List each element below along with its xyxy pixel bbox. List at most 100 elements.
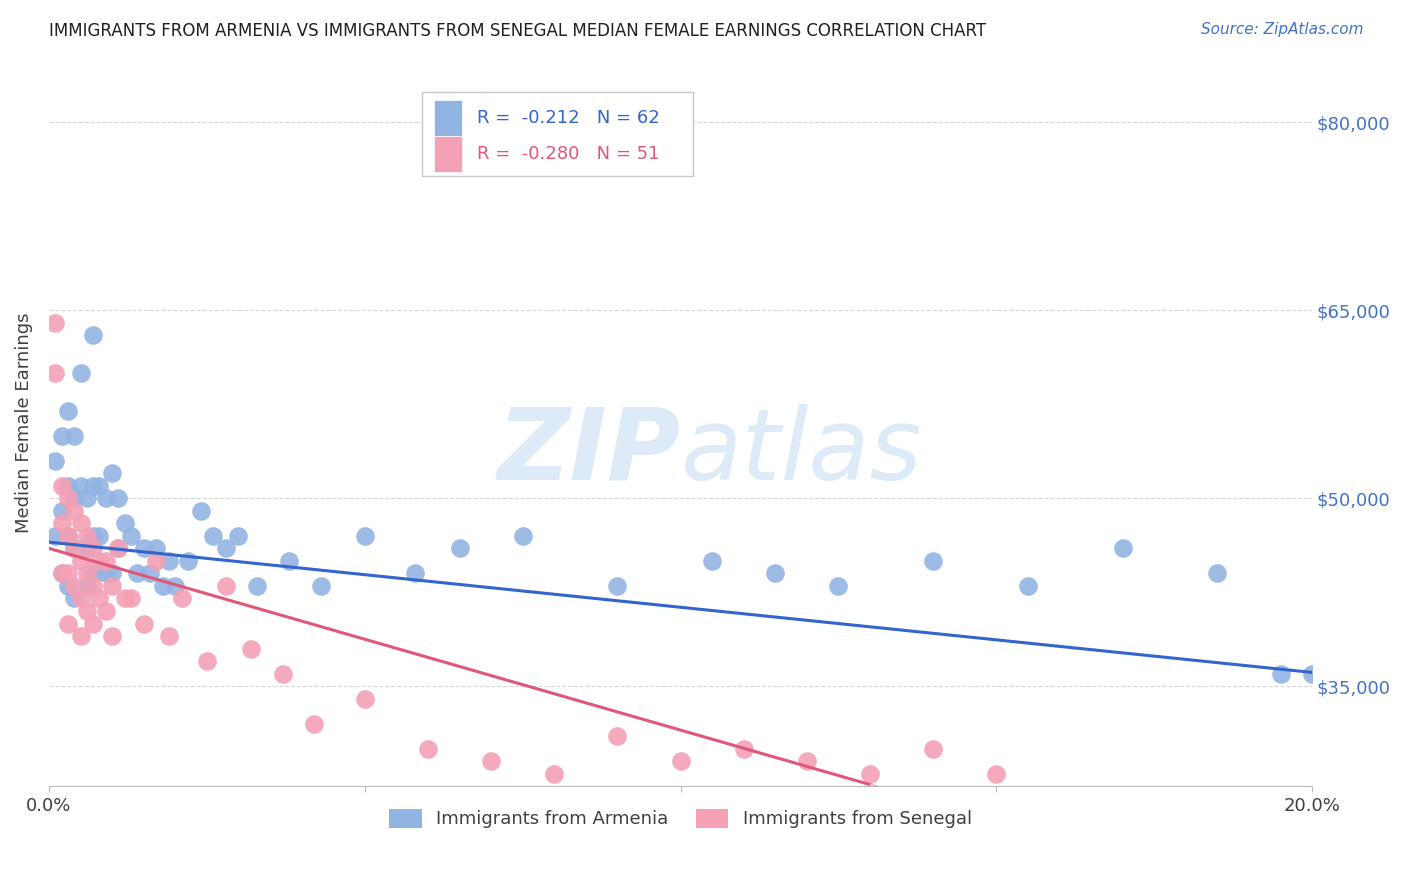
Point (56, 529, 79, 543)
Point (63, 428, 86, 442)
Point (246, 579, 269, 593)
Point (170, 591, 193, 606)
Point (89, 479, 111, 493)
Point (44, 453, 66, 467)
Point (63, 491, 86, 506)
Point (69, 541, 91, 556)
Point (796, 755, 818, 769)
Point (94, 566, 117, 581)
Point (56, 403, 79, 417)
Text: IMMIGRANTS FROM ARMENIA VS IMMIGRANTS FROM SENEGAL MEDIAN FEMALE EARNINGS CORREL: IMMIGRANTS FROM ARMENIA VS IMMIGRANTS FR… (49, 22, 987, 40)
Point (1111, 541, 1133, 556)
Point (76, 579, 98, 593)
Point (56, 479, 79, 493)
Point (271, 666, 294, 681)
Point (51, 566, 73, 581)
Point (63, 541, 86, 556)
Point (69, 629, 91, 643)
Point (733, 742, 755, 756)
Point (543, 767, 565, 781)
Point (669, 755, 692, 769)
Point (69, 516, 91, 531)
Point (82, 529, 104, 543)
FancyBboxPatch shape (422, 92, 693, 176)
Point (202, 529, 225, 543)
Point (114, 591, 136, 606)
Point (76, 566, 98, 581)
Point (157, 629, 180, 643)
Point (449, 541, 471, 556)
Point (606, 579, 628, 593)
Point (94, 604, 117, 618)
Point (353, 529, 375, 543)
Point (51, 516, 73, 531)
Point (606, 730, 628, 744)
Point (145, 541, 167, 556)
Point (240, 641, 263, 656)
Point (69, 554, 91, 568)
Point (101, 466, 124, 480)
Point (132, 616, 155, 631)
Point (152, 579, 174, 593)
Point (859, 767, 882, 781)
Point (82, 579, 104, 593)
Point (132, 541, 155, 556)
Legend: Immigrants from Armenia, Immigrants from Senegal: Immigrants from Armenia, Immigrants from… (382, 802, 979, 836)
Text: Source: ZipAtlas.com: Source: ZipAtlas.com (1201, 22, 1364, 37)
Point (44, 366, 66, 380)
Point (63, 541, 86, 556)
Point (51, 479, 73, 493)
Point (69, 366, 91, 380)
Point (195, 654, 218, 668)
Point (89, 554, 111, 568)
Point (512, 529, 534, 543)
Point (56, 491, 79, 506)
Point (76, 541, 98, 556)
Point (700, 554, 723, 568)
Point (416, 742, 439, 756)
Point (145, 554, 167, 568)
Point (101, 629, 124, 643)
Point (82, 616, 104, 631)
Point (56, 579, 79, 593)
Point (56, 529, 79, 543)
Point (763, 566, 786, 581)
Point (177, 554, 200, 568)
Point (827, 579, 849, 593)
Point (76, 529, 98, 543)
Point (157, 554, 180, 568)
Point (120, 529, 142, 543)
Point (44, 316, 66, 330)
Point (76, 604, 98, 618)
Point (107, 541, 129, 556)
Point (51, 504, 73, 518)
Point (107, 491, 129, 506)
Point (82, 566, 104, 581)
Point (309, 579, 332, 593)
Point (107, 541, 129, 556)
Point (139, 566, 162, 581)
Point (76, 491, 98, 506)
Text: ZIP: ZIP (498, 403, 681, 500)
Point (82, 541, 104, 556)
Point (190, 504, 212, 518)
Point (120, 591, 142, 606)
Y-axis label: Median Female Earnings: Median Female Earnings (15, 313, 32, 533)
Point (1017, 579, 1039, 593)
Point (353, 691, 375, 706)
Point (101, 566, 124, 581)
Point (44, 529, 66, 543)
Point (63, 591, 86, 606)
Point (56, 616, 79, 631)
Point (986, 767, 1008, 781)
Point (114, 516, 136, 531)
Point (69, 591, 91, 606)
Point (404, 566, 426, 581)
Point (56, 566, 79, 581)
Point (922, 554, 945, 568)
Point (51, 428, 73, 442)
Point (82, 328, 104, 343)
Bar (434, 136, 463, 172)
Point (1301, 666, 1323, 681)
Point (165, 579, 187, 593)
